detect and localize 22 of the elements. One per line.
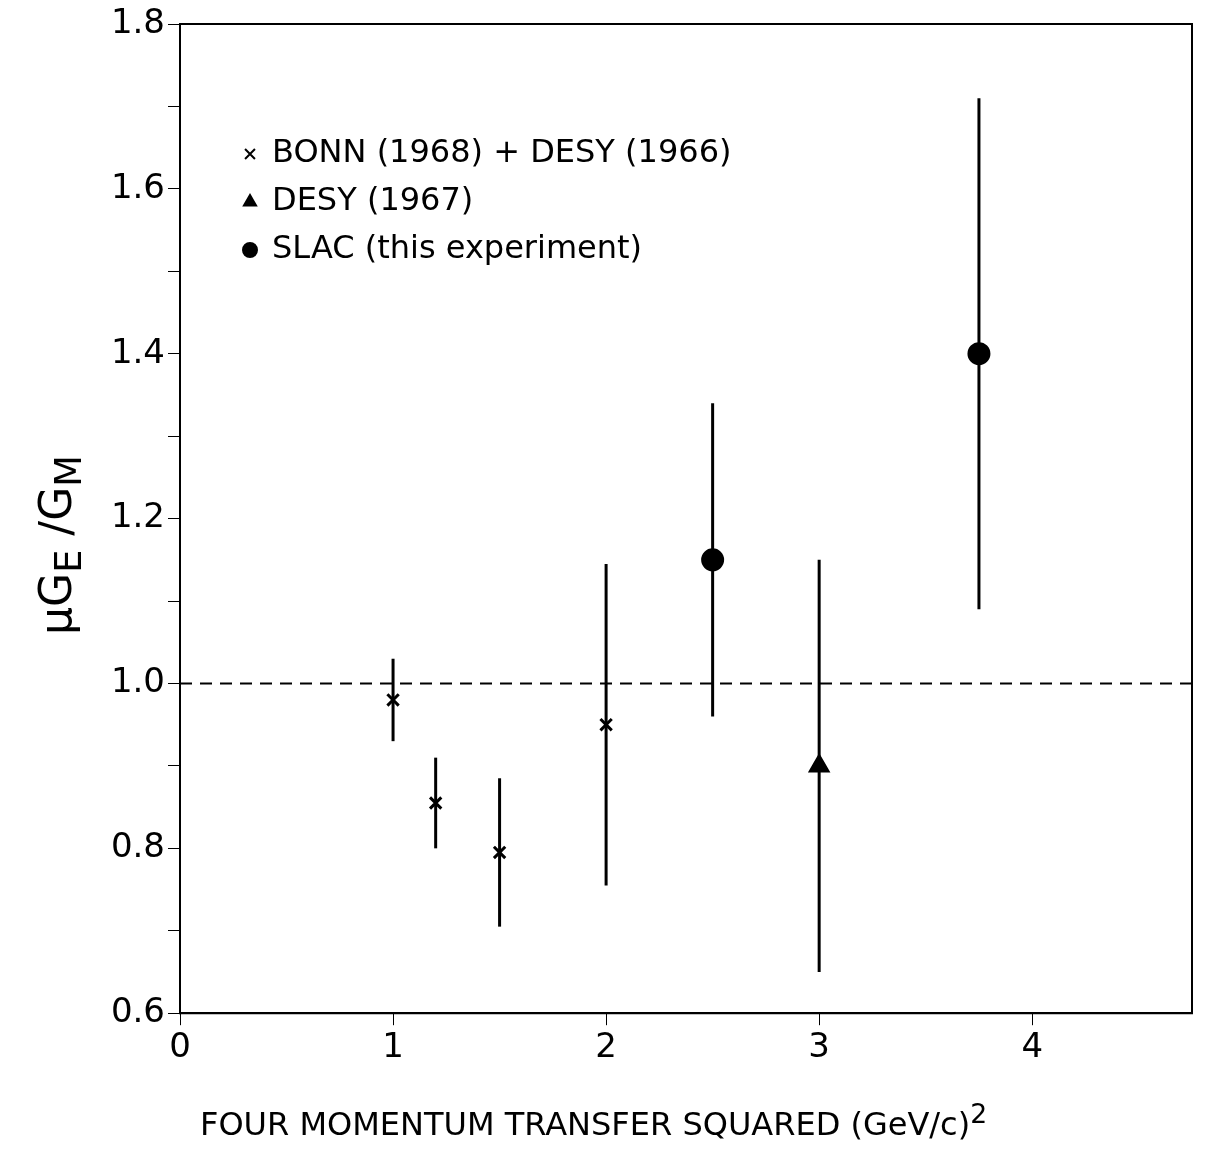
point (385, 692, 401, 708)
y-tick-label: 1.4 (110, 330, 165, 371)
x-tick-label: 2 (595, 1025, 617, 1066)
y-tick-label: 1.2 (110, 495, 165, 536)
legend-label: SLAC (this experiment) (272, 228, 643, 267)
y-tick-label: 1.8 (110, 0, 165, 41)
legend-label: DESY (1967) (272, 180, 474, 219)
point (598, 717, 614, 732)
y-tick-label: 1.6 (110, 165, 165, 206)
x-tick-label: 0 (169, 1025, 191, 1066)
point (428, 795, 443, 811)
y-tick-label: 0.8 (110, 825, 165, 866)
x-tick-label: 3 (808, 1025, 830, 1066)
legend-label: BONN (1968) + DESY (1966) (272, 132, 732, 171)
point (701, 548, 725, 572)
point (967, 342, 991, 366)
x-tick-label: 1 (382, 1025, 404, 1066)
y-tick-label: 1.0 (110, 660, 165, 701)
x-tick-label: 4 (1021, 1025, 1044, 1066)
y-tick-label: 0.6 (110, 990, 165, 1031)
point (492, 845, 507, 860)
x-axis-title: FOUR MOMENTUM TRANSFER SQUARED (GeV/c)$^{2}$ (200, 1098, 988, 1143)
